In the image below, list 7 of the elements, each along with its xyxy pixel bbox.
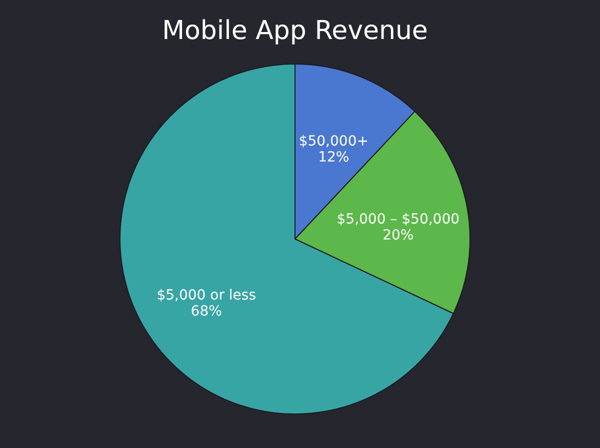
slice-label: $50,000+ — [298, 133, 368, 150]
data-label: 20% — [382, 227, 414, 244]
chart-title: Mobile App Revenue — [162, 16, 428, 46]
data-label: 68% — [190, 303, 222, 320]
slice-label: $5,000 or less — [156, 287, 256, 304]
slice-label: $5,000 – $50,000 — [336, 211, 460, 228]
data-label: 12% — [318, 149, 350, 166]
